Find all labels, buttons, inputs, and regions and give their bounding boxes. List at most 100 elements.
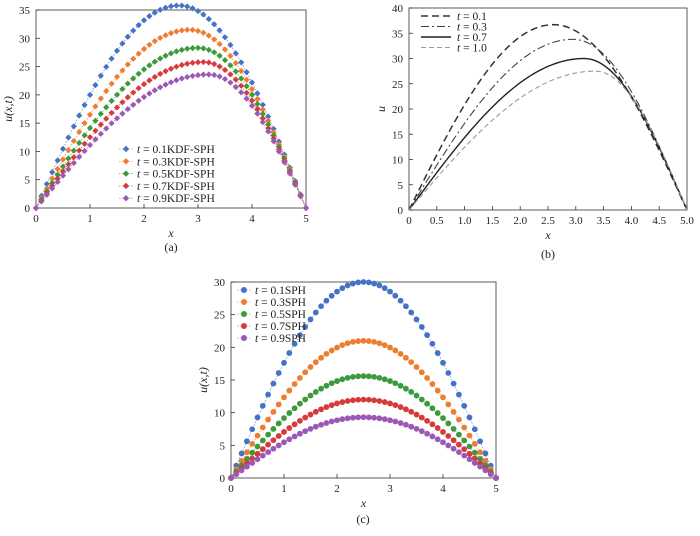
- data-point: [249, 426, 256, 433]
- data-point: [157, 6, 164, 13]
- data-point: [286, 410, 293, 416]
- data-point: [302, 204, 310, 212]
- series-connector: [230, 340, 497, 479]
- legend-swatch: [122, 145, 130, 153]
- data-point: [418, 428, 425, 435]
- legend-swatch: [122, 158, 130, 165]
- data-point: [162, 32, 169, 39]
- data-point: [265, 117, 272, 124]
- data-point: [211, 49, 218, 56]
- data-point: [103, 115, 110, 122]
- legend: t = 0.1t = 0.3t = 0.7t = 1.0: [421, 11, 487, 55]
- data-point: [307, 425, 314, 432]
- data-point: [297, 400, 303, 407]
- data-point: [124, 94, 131, 101]
- x-tick-label: 4.0: [625, 215, 639, 227]
- series-line: [408, 57, 688, 211]
- data-point: [270, 138, 277, 145]
- data-point: [328, 418, 335, 425]
- legend-label: t = 0.7SPH: [255, 321, 306, 333]
- data-point: [429, 421, 436, 428]
- data-point: [408, 408, 415, 415]
- data-point: [440, 439, 446, 446]
- y-tick-label: 10: [214, 408, 226, 420]
- data-point: [200, 58, 207, 66]
- data-point: [259, 446, 266, 453]
- data-point: [76, 112, 83, 119]
- data-point: [418, 396, 425, 403]
- data-point: [124, 61, 131, 68]
- data-point: [461, 452, 468, 459]
- data-point: [227, 41, 234, 49]
- legend-swatch: [241, 323, 247, 329]
- x-tick-label: 2.0: [513, 215, 527, 227]
- data-point: [429, 405, 436, 412]
- x-tick-label: 4.5: [652, 215, 666, 227]
- data-point: [103, 104, 110, 111]
- data-point: [275, 420, 282, 427]
- data-point: [103, 125, 110, 132]
- data-point: [302, 369, 309, 376]
- data-point: [397, 420, 404, 426]
- data-point: [376, 415, 383, 422]
- data-point: [355, 414, 362, 421]
- x-tick-label: 3: [195, 213, 201, 225]
- data-point: [232, 59, 239, 67]
- data-point: [238, 59, 245, 66]
- data-point: [135, 70, 142, 77]
- series-connector: [35, 29, 307, 209]
- legend-label: t = 0.1KDF-SPH: [137, 144, 215, 156]
- data-point: [59, 163, 67, 170]
- data-point: [291, 405, 298, 412]
- data-point: [97, 72, 104, 79]
- data-point: [339, 376, 346, 383]
- data-point: [194, 59, 202, 66]
- data-point: [227, 71, 234, 78]
- data-point: [49, 175, 56, 182]
- y-tick-label: 20: [19, 90, 31, 102]
- data-point: [307, 392, 314, 399]
- data-point: [270, 380, 277, 387]
- data-point: [312, 309, 319, 316]
- data-point: [259, 110, 266, 117]
- data-point: [173, 77, 180, 84]
- series-5: [32, 71, 310, 212]
- data-point: [297, 430, 303, 437]
- data-point: [124, 33, 131, 40]
- data-point: [328, 380, 335, 387]
- data-point: [265, 391, 271, 398]
- data-point: [461, 424, 468, 431]
- data-point: [108, 109, 115, 117]
- data-point: [350, 373, 356, 380]
- data-point: [211, 71, 218, 79]
- data-point: [339, 342, 346, 349]
- data-point: [275, 148, 283, 155]
- data-point: [471, 455, 478, 462]
- data-point: [318, 421, 324, 428]
- data-point: [424, 332, 430, 339]
- data-point: [184, 73, 191, 81]
- data-point: [49, 185, 56, 192]
- series-3: [228, 373, 499, 481]
- data-point: [124, 105, 131, 113]
- x-tick-label: 3.0: [569, 215, 583, 227]
- data-point: [157, 70, 164, 77]
- data-point: [434, 387, 441, 394]
- data-point: [456, 449, 462, 456]
- data-point: [392, 402, 399, 409]
- data-point: [119, 99, 126, 106]
- data-point: [59, 145, 67, 152]
- data-point: [167, 3, 175, 10]
- data-point: [381, 416, 388, 423]
- series-5: [228, 414, 499, 481]
- data-point: [70, 159, 77, 167]
- data-point: [413, 364, 420, 370]
- data-point: [92, 103, 99, 110]
- x-tick-label: 2: [141, 213, 147, 225]
- data-point: [360, 396, 367, 403]
- x-tick-label: 4: [440, 483, 446, 495]
- data-point: [318, 303, 324, 310]
- data-point: [403, 406, 409, 413]
- data-point: [178, 46, 185, 53]
- data-point: [238, 67, 245, 75]
